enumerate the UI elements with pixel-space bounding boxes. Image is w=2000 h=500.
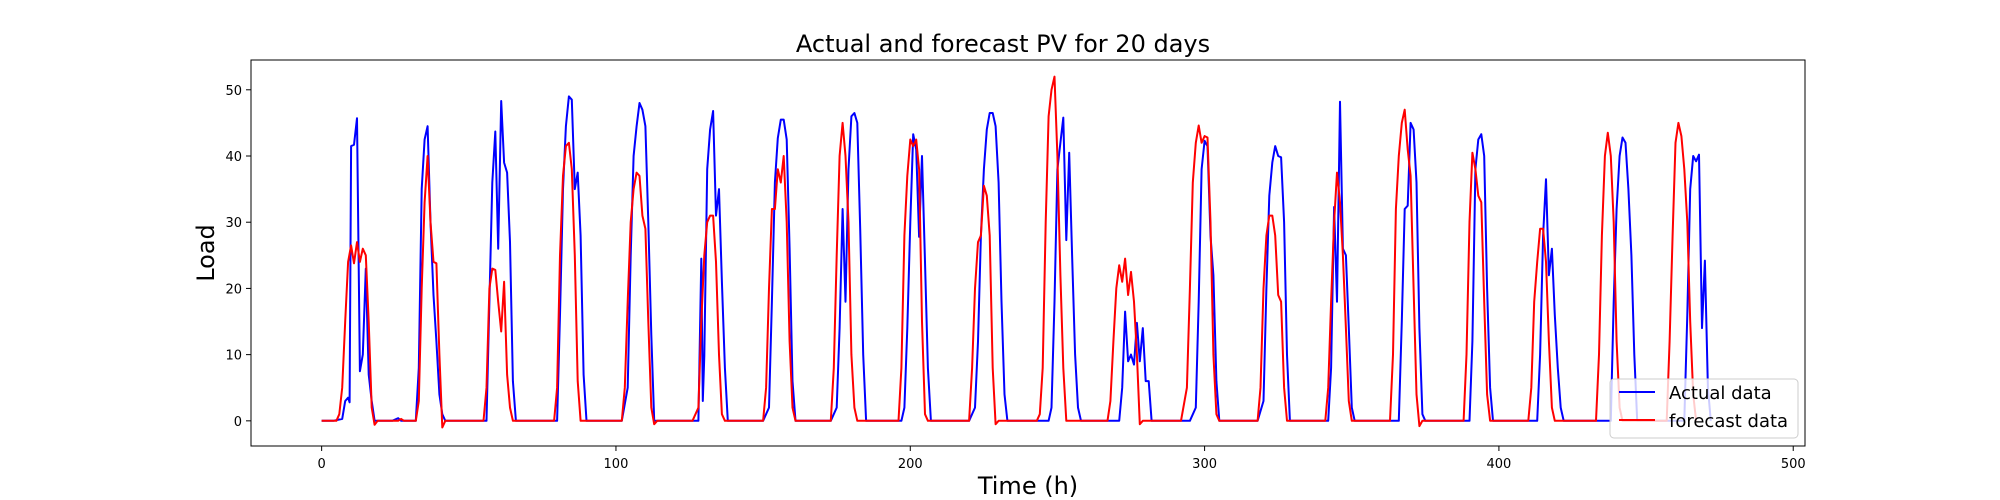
y-tick-label: 0 xyxy=(234,415,242,430)
legend-box xyxy=(1609,378,1799,439)
y-tick-label: 50 xyxy=(225,84,242,99)
legend-label-actual: Actual data xyxy=(1669,383,1772,404)
x-tick-label: 400 xyxy=(1486,457,1511,472)
y-axis: 0 10 20 30 40 50 xyxy=(225,84,251,430)
legend: Actual data forecast data xyxy=(1609,378,1799,439)
y-tick-label: 20 xyxy=(225,282,242,297)
legend-label-forecast: forecast data xyxy=(1669,411,1788,432)
x-tick-label: 200 xyxy=(898,457,923,472)
x-axis-label: Time (h) xyxy=(977,472,1078,500)
series-layer xyxy=(321,75,1712,429)
x-tick-label: 0 xyxy=(317,457,325,472)
y-tick-label: 30 xyxy=(225,216,242,231)
x-axis: 0 100 200 300 400 500 xyxy=(317,446,1806,472)
y-tick-label: 40 xyxy=(225,150,242,165)
plot-area xyxy=(250,59,1806,447)
x-tick-label: 300 xyxy=(1192,457,1217,472)
chart-title: Actual and forecast PV for 20 days xyxy=(796,30,1210,58)
series-line-forecast xyxy=(321,75,1698,429)
y-axis-label: Load xyxy=(192,224,220,282)
y-tick-label: 10 xyxy=(225,349,242,364)
x-tick-label: 100 xyxy=(604,457,629,472)
x-tick-label: 500 xyxy=(1781,457,1806,472)
